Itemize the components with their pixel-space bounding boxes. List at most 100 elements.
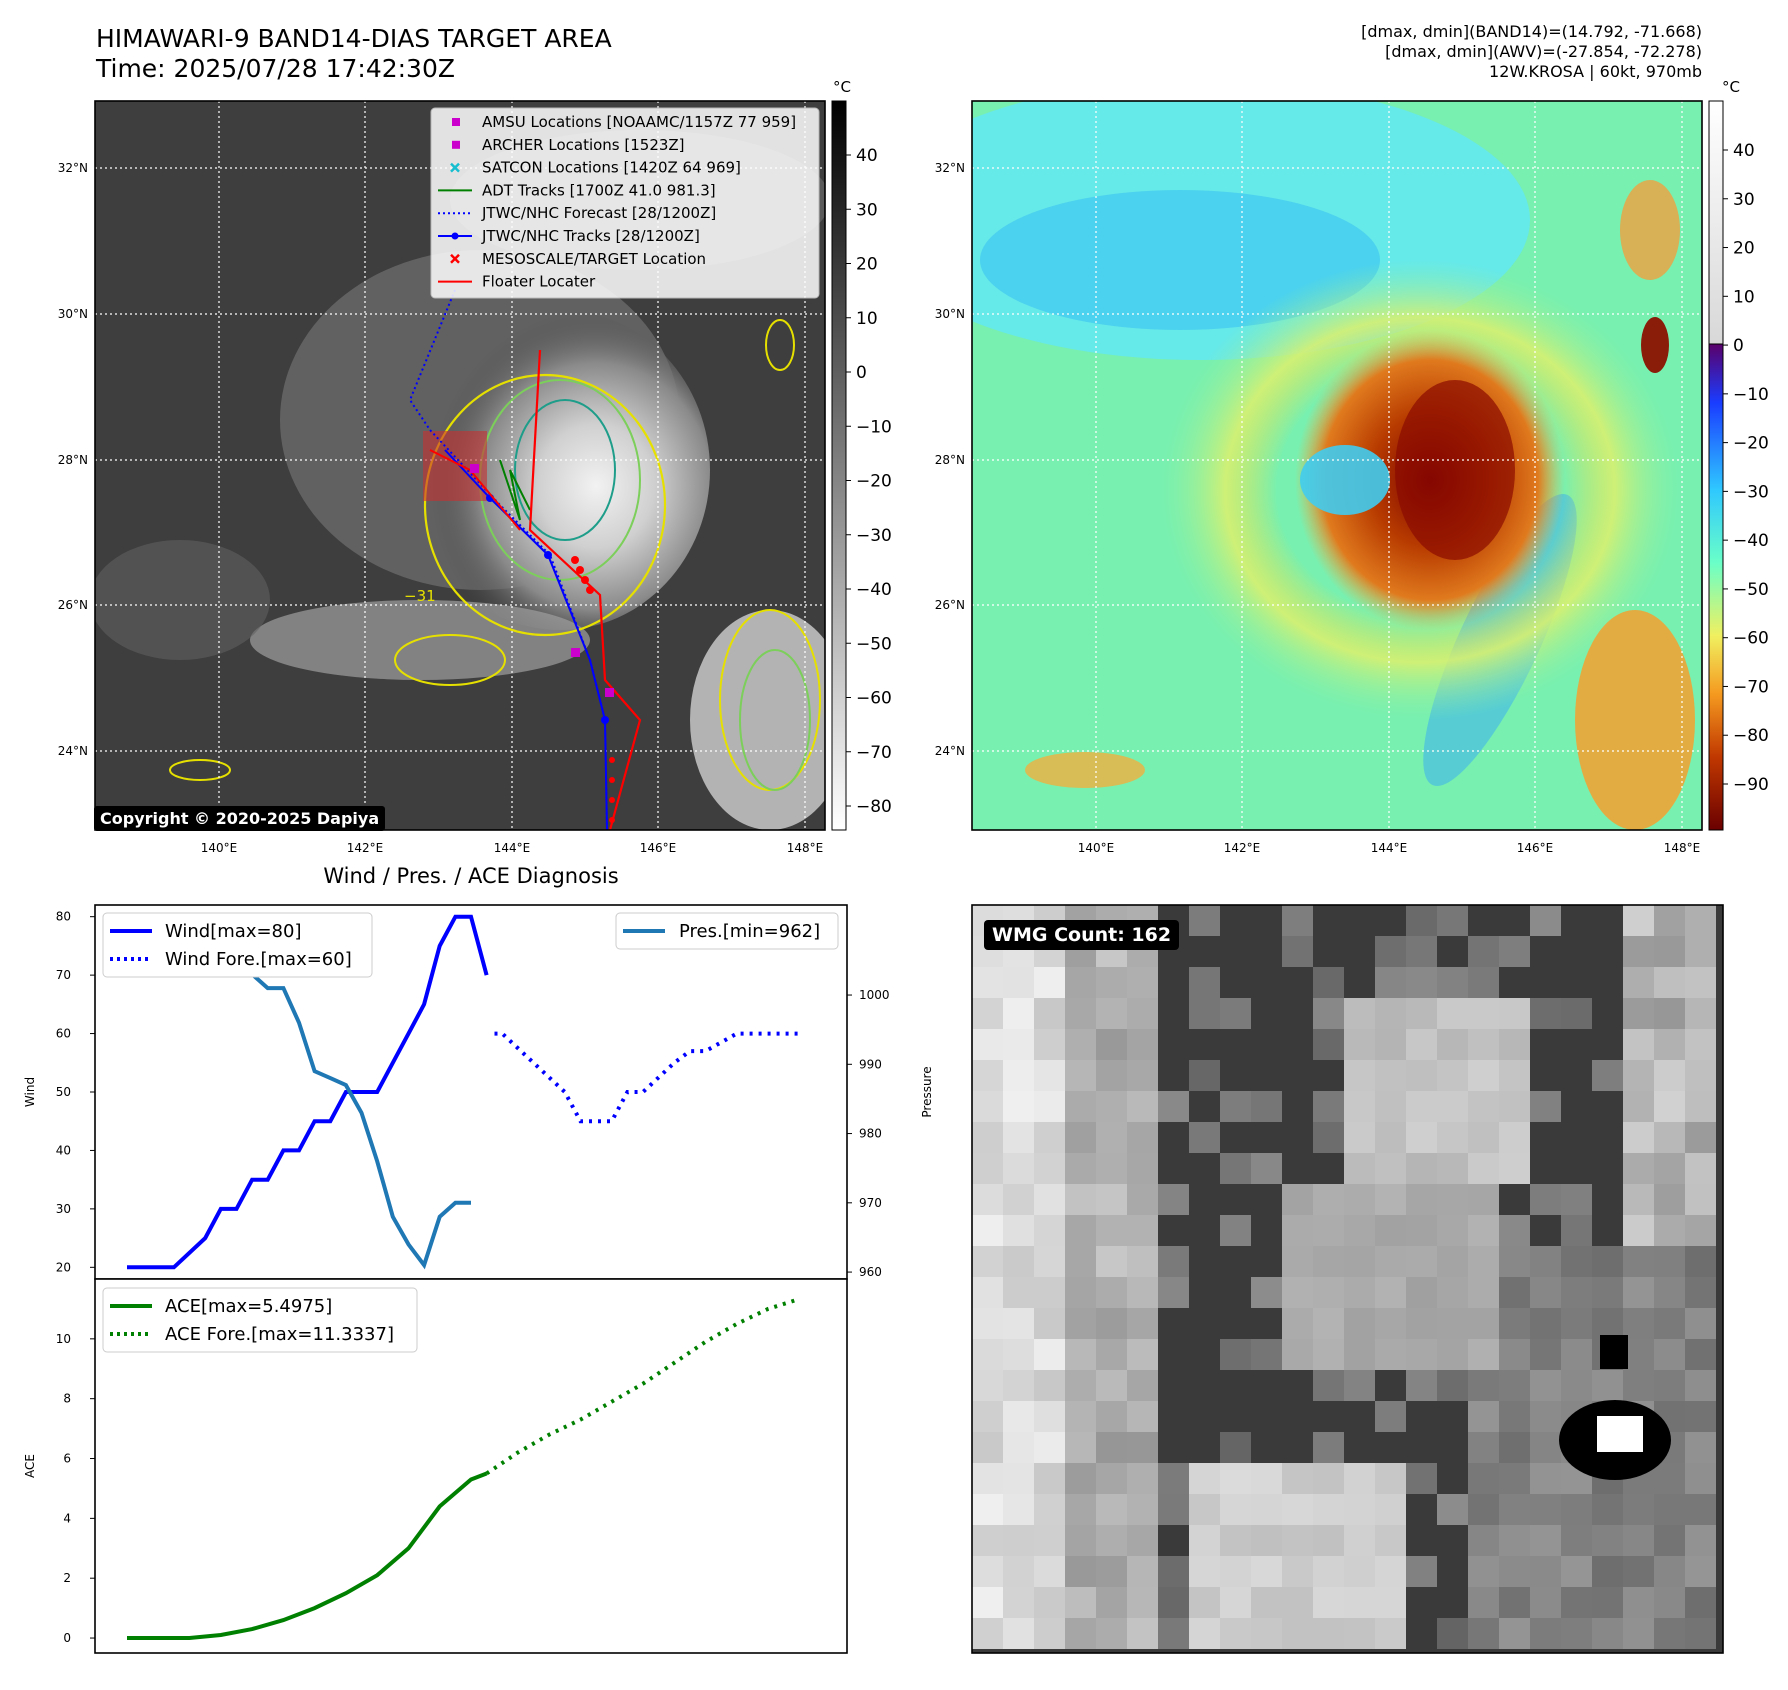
y-tick-label: 8 [63,1392,71,1406]
legend-label: Floater Locater [482,273,596,291]
colorbar-tick: −10 [1733,385,1769,405]
storm-info: [dmax, dmin](BAND14)=(14.792, -71.668) [… [1361,22,1702,82]
colorbar-tick: 30 [1733,190,1755,210]
colorbar-tick: −90 [1733,775,1769,795]
svg-text:30°N: 30°N [58,307,88,321]
colorbar-tick: −20 [1733,434,1769,454]
svg-text:148°E: 148°E [787,841,824,855]
colorbar-tick: −50 [856,634,892,654]
colorbar-tick: 20 [856,255,878,275]
legend-entry: JTWC/NHC Tracks [28/1200Z] [438,227,700,245]
colorbar-tick: −70 [1733,677,1769,697]
svg-text:144°E: 144°E [1371,841,1408,855]
series-line [127,914,489,1270]
y-tick-label: 50 [56,1085,71,1099]
svg-text:32°N: 32°N [935,161,965,175]
y-tick-label: 70 [56,968,71,982]
y-tick-label: 30 [56,1202,71,1216]
awv-lat-labels: 32°N 30°N 28°N 26°N 24°N [935,161,965,758]
legend-label: SATCON Locations [1420Z 64 969] [482,159,741,177]
colorbar-tick: 10 [1733,287,1755,307]
legend-label: AMSU Locations [NOAAMC/1157Z 77 959] [482,113,796,131]
wind-pressure-chart: 20 30 40 50 60 70 80 960 970 980 990 1000 Wind Pre… [23,904,934,1280]
y-tick-label: 0 [63,1631,71,1645]
ir-colorbar-unit: °C [833,78,851,96]
title-line-2: Time: 2025/07/28 17:42:30Z [96,54,455,83]
colorbar-tick: −60 [1733,629,1769,649]
svg-text:24°N: 24°N [935,744,965,758]
colorbar-tick: 40 [1733,141,1755,161]
ace-chart: 0 2 4 6 8 10 ACE ACE[max=5.4975] ACE Fore.[ma… [23,1278,848,1654]
awv-lon-labels: 140°E 142°E 144°E 146°E 148°E [1078,841,1701,855]
legend-entry: Floater Locater [438,273,596,291]
ir-map-panel: −31 AMSU Locations [NOAAMC/1157Z 77 959]… [58,78,892,855]
colorbar-tick: 0 [1733,336,1744,356]
ir-map-frame [94,100,826,831]
info-line-1: [dmax, dmin](BAND14)=(14.792, -71.668) [1361,22,1702,41]
ace-legend-1: ACE[max=5.4975] [165,1296,332,1317]
svg-text:148°E: 148°E [1664,841,1701,855]
contour-teal [514,399,616,541]
awv-colorbar: °C 40 30 20 10 0 −10 −20 −30 −40 −50 −60 −70 −80 −90 [1708,78,1769,831]
pres-legend-1: Pres.[min=962] [679,921,820,942]
awv-map-frame [971,100,1703,831]
mesoscale-markers [571,556,615,823]
y-tick-label: 80 [56,910,71,924]
legend-entry: ARCHER Locations [1523Z] [452,136,685,154]
ir-lat-labels: 32°N 30°N 28°N 26°N 24°N [58,161,88,758]
y-tick-label: 980 [859,1127,882,1141]
wind-legend-2: Wind Fore.[max=60] [165,949,352,970]
y-tick-label: 40 [56,1143,71,1157]
wmg-panel [971,904,1724,1654]
colorbar-tick: 30 [856,200,878,220]
svg-text:146°E: 146°E [1517,841,1554,855]
wind-legend: Wind[max=80] Wind Fore.[max=60] [102,912,373,978]
colorbar-tick: −60 [856,689,892,709]
legend-label: MESOSCALE/TARGET Location [482,250,706,268]
awv-gridlines [972,101,1702,830]
awv-map-panel: 32°N 30°N 28°N 26°N 24°N 140°E 142°E 144… [935,78,1769,855]
y-tick-label: 6 [63,1452,71,1466]
series-line [494,1031,800,1124]
map-legend: AMSU Locations [NOAAMC/1157Z 77 959] ARCH… [430,107,820,299]
y-tick-label: 970 [859,1196,882,1210]
svg-text:32°N: 32°N [58,161,88,175]
y-tick-label: 10 [56,1332,71,1346]
y-tick-label: 2 [63,1571,71,1585]
legend-label: JTWC/NHC Forecast [28/1200Z] [481,204,716,222]
info-line-3: 12W.KROSA | 60kt, 970mb [1489,62,1702,81]
legend-entry: JTWC/NHC Forecast [28/1200Z] [438,204,716,222]
colorbar-tick: 0 [856,363,867,383]
ace-legend: ACE[max=5.4975] ACE Fore.[max=11.3337] [102,1287,418,1353]
wind-ylabel: Wind [23,1077,37,1107]
title-line-1: HIMAWARI-9 BAND14-DIAS TARGET AREA [96,24,612,53]
wind-legend-1: Wind[max=80] [165,921,302,942]
svg-text:24°N: 24°N [58,744,88,758]
series-line [127,1471,488,1640]
legend-entry: ADT Tracks [1700Z 41.0 981.3] [438,181,716,199]
colorbar-tick: −40 [1733,531,1769,551]
y-tick-label: 960 [859,1265,882,1279]
svg-text:142°E: 142°E [347,841,384,855]
y-tick-label: 4 [63,1511,71,1525]
colorbar-tick: −20 [856,472,892,492]
copyright-badge: Copyright © 2020-2025 Dapiya [94,806,386,831]
colorbar-tick: −30 [1733,482,1769,502]
colorbar-tick: −10 [856,417,892,437]
pressure-ylabel: Pressure [920,1066,934,1117]
y-tick-label: 1000 [859,988,890,1002]
diagnosis-title: Wind / Pres. / ACE Diagnosis [323,864,618,888]
colorbar-tick: −70 [856,743,892,763]
colorbar-tick: −80 [1733,726,1769,746]
jtwc-track [444,449,608,830]
svg-text:140°E: 140°E [1078,841,1115,855]
pres-legend: Pres.[min=962] [615,912,839,950]
svg-text:146°E: 146°E [640,841,677,855]
adt-track [499,459,531,521]
series-line [485,1297,801,1476]
info-line-2: [dmax, dmin](AWV)=(-27.854, -72.278) [1385,42,1702,61]
y-tick-label: 20 [56,1260,71,1274]
legend-label: ADT Tracks [1700Z 41.0 981.3] [482,181,716,199]
colorbar-tick: 20 [1733,239,1755,259]
